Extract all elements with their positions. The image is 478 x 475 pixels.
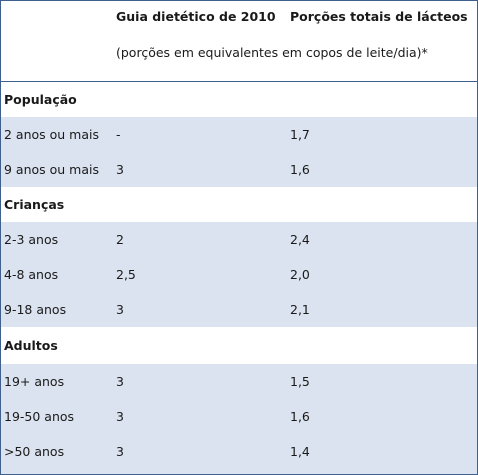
section-row-criancas: Crianças (1, 187, 477, 222)
header-unit-note: (porções em equivalentes em copos de lei… (116, 45, 428, 60)
age-group-cell: 9-18 anos (4, 302, 67, 317)
table-row: 2 anos ou mais - 1,7 (1, 117, 477, 152)
table-row: 19+ anos 3 1,5 (1, 364, 477, 399)
table-row: 19-50 anos 3 1,6 (1, 399, 477, 434)
age-group-cell: 9 anos ou mais (4, 162, 100, 177)
guide-cell: 3 (116, 162, 124, 177)
table-row: >50 anos 3 1,4 (1, 434, 477, 474)
header-total-column: Porções totais de lácteos (290, 9, 468, 24)
section-row-populacao: População (1, 82, 477, 117)
age-group-cell: 4-8 anos (4, 267, 59, 282)
section-title: População (4, 92, 77, 107)
age-group-cell: 19-50 anos (4, 409, 75, 424)
guide-cell: 3 (116, 374, 124, 389)
age-group-cell: >50 anos (4, 444, 65, 459)
guide-cell: 2 (116, 232, 124, 247)
table-row: 9 anos ou mais 3 1,6 (1, 152, 477, 187)
header-guide-column: Guia dietético de 2010 (116, 9, 276, 24)
total-cell: 1,6 (290, 162, 310, 177)
age-group-cell: 2-3 anos (4, 232, 59, 247)
total-cell: 2,0 (290, 267, 310, 282)
guide-cell: 2,5 (116, 267, 136, 282)
age-group-cell: 19+ anos (4, 374, 65, 389)
section-title: Adultos (4, 338, 58, 353)
table-row: 9-18 anos 3 2,1 (1, 292, 477, 327)
table-row: 4-8 anos 2,5 2,0 (1, 257, 477, 292)
section-title: Crianças (4, 197, 65, 212)
guide-cell: 3 (116, 409, 124, 424)
age-group-cell: 2 anos ou mais (4, 127, 100, 142)
guide-cell: 3 (116, 444, 124, 459)
total-cell: 1,7 (290, 127, 310, 142)
table-header: Guia dietético de 2010 Porções totais de… (1, 1, 477, 82)
total-cell: 1,6 (290, 409, 310, 424)
total-cell: 1,4 (290, 444, 310, 459)
guide-cell: 3 (116, 302, 124, 317)
total-cell: 1,5 (290, 374, 310, 389)
table-row: 2-3 anos 2 2,4 (1, 222, 477, 257)
guide-cell: - (116, 127, 121, 142)
total-cell: 2,1 (290, 302, 310, 317)
total-cell: 2,4 (290, 232, 310, 247)
section-row-adultos: Adultos (1, 328, 477, 363)
